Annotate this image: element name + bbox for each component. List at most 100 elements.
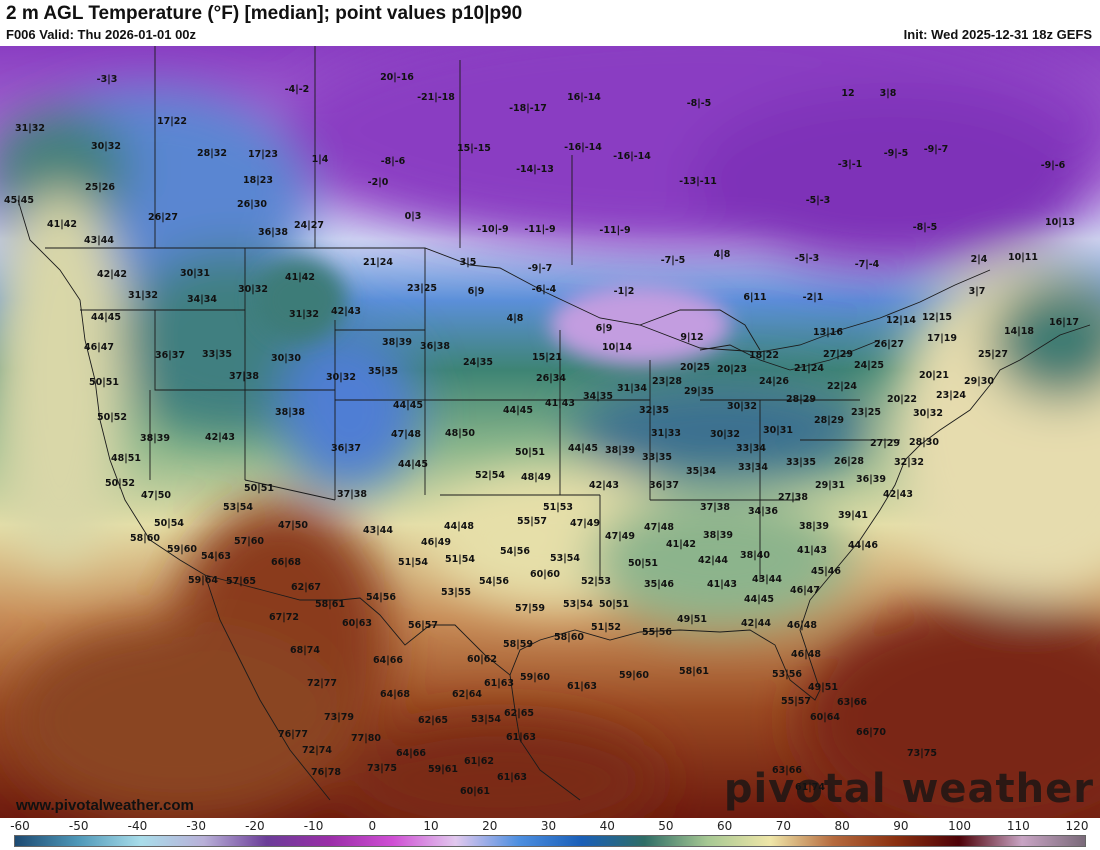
point-value: 46|48 — [787, 620, 817, 631]
point-value: 32|32 — [894, 457, 924, 468]
point-value: 36|37 — [331, 443, 361, 454]
point-value: 58|61 — [315, 599, 345, 610]
point-value: 33|35 — [202, 349, 232, 360]
point-value: 57|59 — [515, 603, 545, 614]
point-value: 6|9 — [596, 323, 613, 334]
scale-tick-label: -60 — [10, 819, 30, 833]
point-value: 63|66 — [837, 697, 867, 708]
point-value: 53|56 — [772, 669, 802, 680]
point-value: 73|79 — [324, 712, 354, 723]
point-value: 68|74 — [290, 645, 320, 656]
point-value: 41|43 — [545, 398, 575, 409]
point-value: 51|53 — [543, 502, 573, 513]
point-value: 38|39 — [799, 521, 829, 532]
scale-tick-label: -40 — [127, 819, 148, 833]
point-value: 58|60 — [130, 533, 160, 544]
scale-tick-label: 80 — [834, 819, 850, 833]
point-value: 44|45 — [393, 400, 423, 411]
point-value: 42|44 — [698, 555, 728, 566]
point-value: 61|63 — [484, 678, 514, 689]
point-values: -3|3 -4|-2 20|-16-21|-18 -18|-17 16|-14 -8|-5… — [4, 72, 1079, 797]
point-value: 44|45 — [568, 443, 598, 454]
baja-coast — [204, 574, 331, 801]
point-value: 28|29 — [814, 415, 844, 426]
map-header: 2 m AGL Temperature (°F) [median]; point… — [0, 0, 1100, 46]
point-value: 72|74 — [302, 745, 332, 756]
point-value: 29|35 — [684, 386, 714, 397]
point-value: 36|37 — [155, 350, 185, 361]
point-value: 44|45 — [744, 594, 774, 605]
point-value: 28|29 — [786, 394, 816, 405]
point-value: 61|63 — [497, 772, 527, 783]
point-value: -18|-17 — [509, 103, 547, 114]
scale-tick-label: 50 — [658, 819, 674, 833]
point-value: 6|9 — [468, 286, 485, 297]
point-value: 35|34 — [686, 466, 716, 477]
point-value: 26|30 — [237, 199, 267, 210]
point-value: 55|57 — [517, 516, 547, 527]
point-value: 46|47 — [84, 342, 114, 353]
point-value: 30|32 — [727, 401, 757, 412]
pacific-coast — [17, 199, 206, 576]
point-value: 0|3 — [405, 211, 422, 222]
point-value: 51|54 — [398, 557, 428, 568]
point-value: 33|34 — [738, 462, 768, 473]
point-value: 36|38 — [420, 341, 450, 352]
point-value: 42|43 — [883, 489, 913, 500]
scale-tick-label: 70 — [775, 819, 792, 833]
point-value: 27|29 — [823, 349, 853, 360]
point-value: 45|45 — [4, 195, 34, 206]
point-value: 16|17 — [1049, 317, 1079, 328]
point-value: 20|22 — [887, 394, 917, 405]
point-value: 47|49 — [605, 531, 635, 542]
point-value: -16|-14 — [564, 142, 602, 153]
point-value: 41|43 — [707, 579, 737, 590]
scale-tick-label: -20 — [245, 819, 265, 833]
point-value: 50|52 — [97, 412, 127, 423]
point-value: 28|32 — [197, 148, 227, 159]
point-value: -8|-6 — [381, 156, 406, 167]
point-value: 33|35 — [786, 457, 816, 468]
point-value: 34|36 — [748, 506, 778, 517]
point-value: 46|47 — [790, 585, 820, 596]
point-value: -6|-4 — [532, 284, 557, 295]
point-value: 56|57 — [408, 620, 438, 631]
point-value: 27|29 — [870, 438, 900, 449]
point-value: 30|31 — [763, 425, 793, 436]
point-value: 3|5 — [460, 257, 477, 268]
point-value: 51|52 — [591, 622, 621, 633]
temperature-map[interactable]: -3|3 -4|-2 20|-16 -21|-18 -18|-17 16|-14 -8|-5… — [0, 46, 1100, 818]
point-value: 50|52 — [105, 478, 135, 489]
point-value: -11|-9 — [599, 225, 630, 236]
point-value: 32|35 — [639, 405, 669, 416]
point-value: 73|75 — [367, 763, 397, 774]
point-value: 18|23 — [243, 175, 273, 186]
point-value: -8|-5 — [687, 98, 712, 109]
point-value: 33|34 — [736, 443, 766, 454]
point-value: 30|32 — [238, 284, 268, 295]
point-value: -1|2 — [614, 286, 635, 297]
point-value: 72|77 — [307, 678, 337, 689]
point-value: 12 — [841, 88, 854, 99]
point-value: 37|38 — [229, 371, 259, 382]
canada-us-border — [45, 247, 991, 353]
point-value: 50|51 — [628, 558, 658, 569]
point-value: 41|43 — [797, 545, 827, 556]
point-value: 29|31 — [815, 480, 845, 491]
point-value: 53|55 — [441, 587, 471, 598]
scale-tick-label: 110 — [1006, 819, 1030, 833]
point-value: 14|18 — [1004, 326, 1034, 337]
point-value: 39|41 — [838, 510, 868, 521]
scale-tick-label: 40 — [599, 819, 615, 833]
point-value: 60|64 — [810, 712, 840, 723]
point-value: 36|37 — [649, 480, 679, 491]
point-value: 13|16 — [813, 327, 843, 338]
point-value: 60|63 — [342, 618, 372, 629]
point-value: 38|39 — [605, 445, 635, 456]
point-value: 44|45 — [91, 312, 121, 323]
point-value: 12|14 — [886, 315, 916, 326]
point-value: 62|65 — [504, 708, 534, 719]
point-value: 26|27 — [148, 212, 178, 223]
point-value: 4|8 — [714, 249, 731, 260]
point-value: 42|44 — [741, 618, 771, 629]
